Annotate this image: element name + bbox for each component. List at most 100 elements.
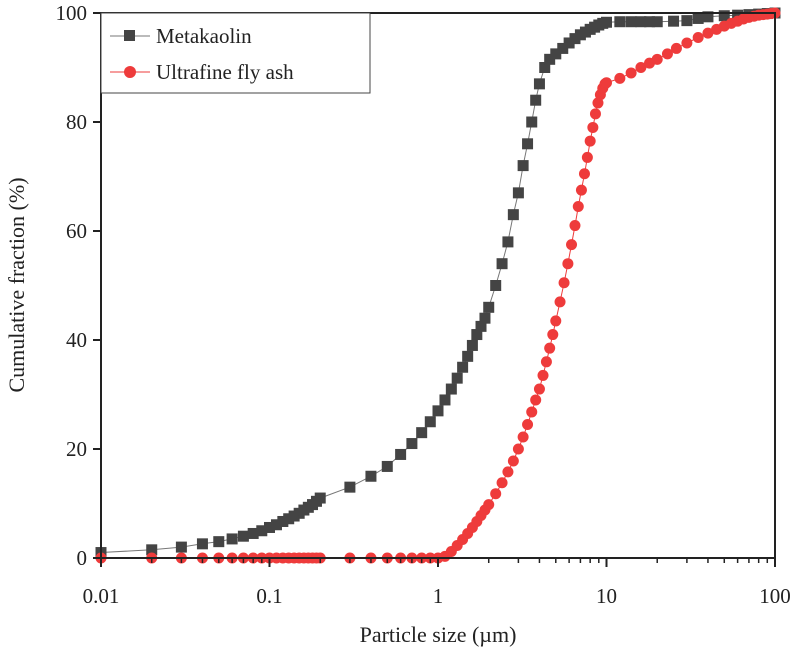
data-point — [681, 37, 693, 49]
data-point — [175, 541, 187, 553]
data-point — [530, 394, 542, 406]
data-point — [502, 466, 514, 478]
data-point — [702, 11, 714, 23]
data-point — [270, 519, 282, 531]
data-point — [533, 383, 545, 395]
data-point — [651, 53, 663, 65]
data-point — [479, 312, 491, 324]
data-point — [566, 239, 578, 251]
data-point — [365, 470, 377, 482]
data-point — [625, 67, 637, 79]
data-point — [557, 42, 569, 54]
data-point — [625, 16, 637, 28]
data-point — [522, 138, 534, 150]
data-point — [462, 350, 474, 362]
data-point — [537, 369, 549, 381]
data-point — [562, 258, 574, 270]
y-tick-label: 40 — [66, 328, 87, 352]
data-point — [381, 460, 393, 472]
data-point — [601, 16, 612, 28]
data-point — [644, 16, 656, 28]
legend-label-fly-ash: Ultrafine fly ash — [156, 60, 294, 84]
data-point — [530, 94, 542, 106]
y-tick-label: 0 — [77, 546, 88, 570]
data-point — [661, 48, 673, 60]
data-point — [522, 418, 534, 430]
data-point — [651, 16, 663, 28]
series-line — [100, 12, 776, 553]
data-point — [512, 443, 524, 455]
data-point — [575, 184, 587, 196]
data-point — [483, 499, 495, 511]
data-point — [668, 15, 680, 27]
data-point — [584, 135, 596, 147]
data-point — [445, 383, 457, 395]
legend-square-marker — [124, 30, 135, 41]
data-point — [563, 37, 575, 49]
data-point — [196, 538, 208, 550]
data-point — [539, 62, 551, 73]
y-axis-title: Cumulative fraction (%) — [4, 177, 29, 392]
data-point — [517, 160, 529, 172]
series-metakaolin — [95, 7, 781, 559]
data-point — [490, 280, 502, 291]
data-point — [587, 121, 599, 133]
data-point — [483, 301, 495, 313]
data-point — [395, 448, 407, 460]
data-point — [490, 488, 502, 500]
data-point — [146, 544, 158, 556]
data-point — [424, 416, 436, 428]
data-point — [475, 320, 487, 332]
x-tick-label: 0.1 — [256, 584, 282, 608]
series-line — [101, 12, 776, 559]
legend-circle-marker — [124, 66, 136, 78]
data-point — [635, 62, 647, 73]
data-point — [569, 220, 581, 232]
x-tick-label: 1 — [433, 584, 444, 608]
data-point — [451, 372, 463, 384]
data-point — [432, 405, 444, 417]
data-point — [247, 527, 259, 539]
data-point — [547, 329, 559, 341]
data-point — [558, 277, 570, 289]
data-point — [670, 42, 682, 54]
data-point — [237, 530, 249, 542]
legend-box — [100, 12, 371, 94]
data-point — [226, 533, 238, 545]
data-point — [507, 455, 519, 467]
data-point — [718, 10, 730, 22]
data-point — [466, 339, 478, 351]
data-point — [213, 536, 225, 548]
data-point — [692, 12, 704, 24]
y-tick-label: 80 — [66, 110, 87, 134]
axes: 0.01 0.1 1 10 100 0 20 40 60 80 100 — [56, 1, 791, 608]
data-point — [406, 438, 418, 450]
data-point — [540, 356, 552, 368]
data-point — [578, 168, 590, 180]
y-tick-label: 60 — [66, 219, 87, 243]
data-point — [496, 258, 508, 270]
data-point — [344, 481, 356, 493]
legend: Metakaolin Ultrafine fly ash — [100, 12, 371, 94]
data-point — [572, 200, 584, 212]
data-point — [457, 361, 469, 373]
x-tick-label: 100 — [759, 584, 791, 608]
data-point — [512, 187, 524, 199]
data-point — [614, 16, 626, 28]
data-point — [533, 78, 545, 90]
data-point — [692, 32, 704, 44]
data-point — [702, 27, 714, 39]
x-axis-title: Particle size (µm) — [360, 622, 517, 647]
data-point — [314, 492, 326, 504]
data-point — [517, 431, 529, 443]
data-point — [589, 108, 601, 120]
data-point — [256, 525, 268, 537]
data-point — [496, 477, 508, 489]
data-point — [416, 427, 428, 439]
data-point — [526, 116, 538, 128]
data-point — [635, 16, 647, 28]
data-point — [544, 342, 556, 354]
plot-marks — [95, 7, 781, 564]
x-tick-label: 0.01 — [83, 584, 120, 608]
